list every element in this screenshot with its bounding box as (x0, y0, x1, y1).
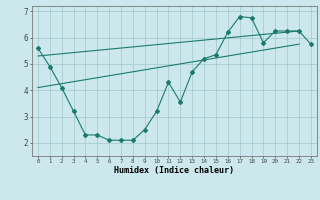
X-axis label: Humidex (Indice chaleur): Humidex (Indice chaleur) (115, 166, 234, 175)
